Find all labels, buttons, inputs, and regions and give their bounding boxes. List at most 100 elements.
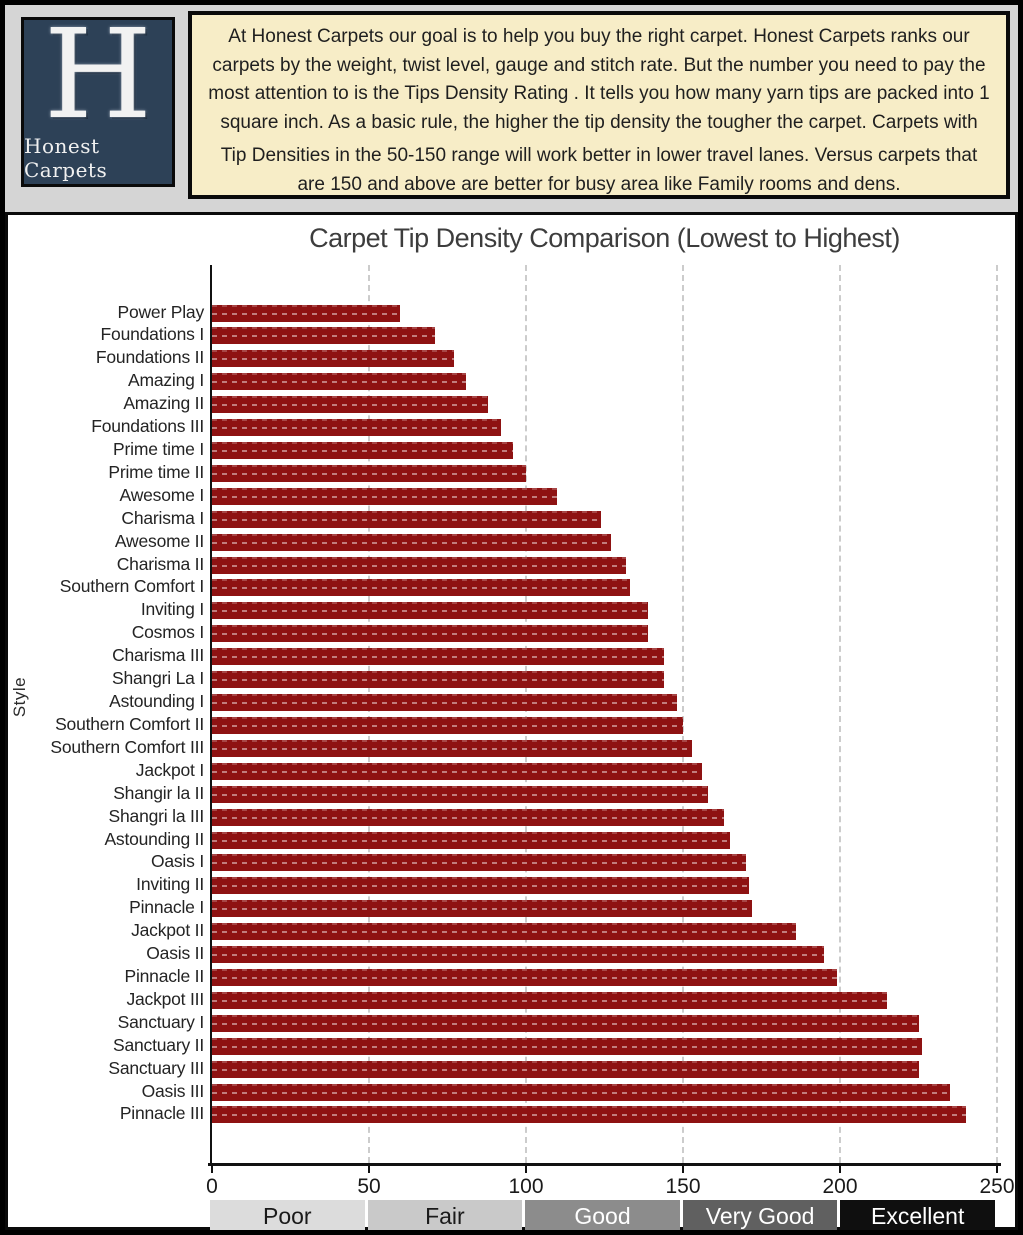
category-label-prime-time-i: Prime time I [113, 438, 204, 459]
bar-oasis-i [212, 854, 746, 872]
bar-foundations-iii [212, 419, 501, 437]
category-label-shangri-la-i: Shangri La I [112, 668, 204, 689]
x-tick-label-0: 0 [206, 1175, 218, 1198]
category-label-astounding-ii: Astounding II [104, 828, 204, 849]
bar-prime-time-i [212, 441, 514, 459]
bar-jackpot-ii [212, 923, 797, 941]
x-tick-label-50: 50 [357, 1175, 381, 1198]
bar-astounding-ii [212, 831, 731, 849]
bar-pinnacle-iii [212, 1106, 966, 1124]
gridline-50 [368, 265, 370, 1163]
x-tick-mark-100 [525, 1166, 527, 1173]
bar-southern-comfort-ii [212, 716, 683, 734]
honest-carpets-logo: H Honest Carpets [21, 3, 175, 187]
category-label-inviting-i: Inviting I [140, 599, 204, 620]
category-label-awesome-i: Awesome I [119, 484, 205, 505]
bar-jackpot-i [212, 762, 702, 780]
x-axis-line [208, 1163, 1001, 1166]
rating-poor: Poor [210, 1200, 365, 1230]
gridline-200 [839, 265, 841, 1163]
category-label-amazing-ii: Amazing II [123, 393, 204, 414]
category-label-awesome-ii: Awesome II [114, 530, 204, 551]
category-label-charisma-i: Charisma I [121, 507, 204, 528]
rating-very-good: Very Good [682, 1200, 838, 1230]
bar-inviting-ii [212, 877, 749, 895]
x-tick-mark-50 [368, 1166, 370, 1173]
bar-oasis-iii [212, 1083, 950, 1101]
bar-cosmos-i [212, 625, 649, 643]
bar-awesome-ii [212, 533, 611, 551]
category-label-charisma-iii: Charisma III [112, 645, 204, 666]
gridline-100 [525, 265, 527, 1163]
x-tick-mark-250 [996, 1166, 998, 1173]
gridline-250 [996, 265, 998, 1163]
category-label-power-play: Power Play [117, 301, 204, 322]
category-label-inviting-ii: Inviting II [136, 874, 204, 895]
bar-prime-time-ii [212, 464, 526, 482]
chart-panel: Carpet Tip Density Comparison (Lowest to… [5, 212, 1018, 1230]
bar-shangri-la-iii [212, 808, 724, 826]
rating-fair: Fair [367, 1200, 523, 1230]
bar-power-play [212, 304, 401, 322]
category-label-sanctuary-iii: Sanctuary III [108, 1057, 204, 1078]
intro-text-box: At Honest Carpets our goal is to help yo… [188, 11, 1010, 199]
rating-good: Good [525, 1200, 680, 1230]
category-label-jackpot-i: Jackpot I [135, 759, 204, 780]
category-label-astounding-i: Astounding I [109, 691, 204, 712]
category-label-amazing-i: Amazing I [127, 370, 204, 391]
bar-inviting-i [212, 602, 649, 620]
rating-excellent: Excellent [840, 1200, 995, 1230]
x-tick-label-150: 150 [665, 1175, 701, 1198]
category-label-southern-comfort-i: Southern Comfort I [59, 576, 204, 597]
bar-sanctuary-i [212, 1014, 919, 1032]
bar-shangir-la-ii [212, 785, 709, 803]
category-label-foundations-ii: Foundations II [95, 347, 204, 368]
x-tick-label-250: 250 [979, 1175, 1015, 1198]
plot-area [208, 265, 1001, 1166]
bar-astounding-i [212, 694, 677, 712]
category-label-oasis-ii: Oasis II [146, 943, 204, 964]
bar-charisma-iii [212, 648, 665, 666]
category-label-shangir-la-ii: Shangir la II [113, 782, 204, 803]
logo-company-name: Honest Carpets [24, 134, 108, 182]
category-label-jackpot-ii: Jackpot II [131, 920, 204, 941]
bar-amazing-ii [212, 396, 489, 414]
category-label-oasis-i: Oasis I [150, 851, 204, 872]
intro-paragraph-1: At Honest Carpets our goal is to help yo… [208, 26, 990, 133]
bar-pinnacle-i [212, 900, 753, 918]
bar-amazing-i [212, 373, 467, 391]
category-label-prime-time-ii: Prime time II [108, 461, 204, 482]
category-label-pinnacle-ii: Pinnacle II [124, 966, 204, 986]
bar-shangri-la-i [212, 671, 665, 689]
bar-pinnacle-ii [212, 969, 837, 986]
category-label-oasis-iii: Oasis III [141, 1080, 205, 1101]
x-tick-mark-0 [211, 1166, 213, 1173]
bar-jackpot-iii [212, 991, 888, 1009]
category-label-pinnacle-i: Pinnacle I [129, 897, 204, 918]
category-label-jackpot-iii: Jackpot III [126, 988, 204, 1009]
x-tick-label-200: 200 [822, 1175, 858, 1198]
bar-southern-comfort-iii [212, 739, 693, 757]
category-label-foundations-iii: Foundations III [91, 416, 204, 437]
x-tick-mark-150 [682, 1166, 684, 1173]
category-label-southern-comfort-iii: Southern Comfort III [50, 736, 204, 757]
logo-letter-h: H [43, 3, 153, 147]
x-tick-label-100: 100 [508, 1175, 544, 1198]
chart-title: Carpet Tip Density Comparison (Lowest to… [309, 223, 900, 253]
bar-foundations-ii [212, 350, 454, 368]
x-tick-mark-200 [839, 1166, 841, 1173]
category-label-cosmos-i: Cosmos I [131, 622, 205, 643]
bar-charisma-ii [212, 556, 627, 574]
category-label-shangri-la-iii: Shangri la III [108, 805, 205, 826]
bar-charisma-i [212, 510, 602, 528]
intro-paragraph-2: Tip Densities in the 50-150 range will w… [220, 145, 978, 195]
category-label-southern-comfort-ii: Southern Comfort II [55, 713, 204, 734]
category-label-sanctuary-ii: Sanctuary II [113, 1034, 204, 1055]
bar-awesome-i [212, 487, 558, 505]
category-label-pinnacle-iii: Pinnacle III [119, 1103, 204, 1124]
bar-sanctuary-ii [212, 1037, 922, 1055]
y-axis-line [210, 265, 212, 1165]
header-banner: H Honest Carpets At Honest Carpets our g… [5, 5, 1018, 212]
bar-sanctuary-iii [212, 1060, 919, 1078]
